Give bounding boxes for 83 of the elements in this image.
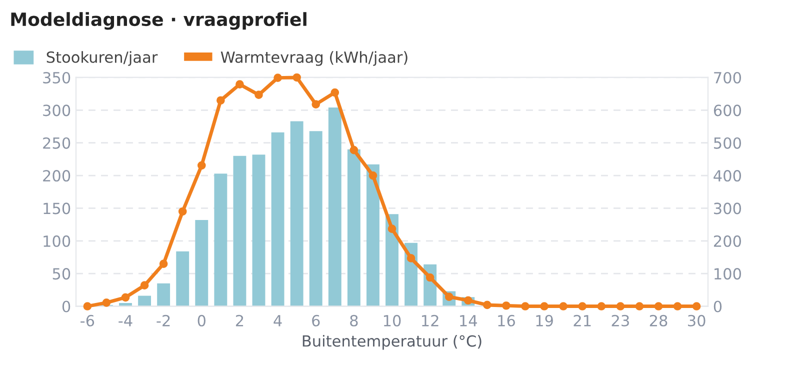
point	[178, 207, 187, 216]
bar	[366, 164, 380, 306]
y-tick-label: 50	[52, 268, 70, 280]
bar	[328, 108, 342, 306]
x-tick-label: 16	[498, 314, 515, 326]
y-tick-label: 200	[43, 170, 70, 182]
y-tick-label: 150	[44, 202, 70, 214]
y-tick-label: 100	[44, 235, 70, 247]
point	[330, 88, 340, 97]
point	[559, 302, 568, 310]
point	[312, 100, 320, 108]
point	[121, 293, 130, 302]
x-tick-label: 19	[536, 314, 553, 326]
point	[388, 224, 396, 233]
y2-tick-label: 300	[714, 202, 742, 214]
point	[654, 302, 663, 310]
y2-tick-label: 600	[714, 104, 742, 116]
x-tick-label: 8	[350, 314, 358, 326]
y-tick-label: 350	[43, 72, 70, 84]
point	[197, 161, 206, 170]
y2-tick-label: 400	[714, 170, 742, 182]
y-tick-label: 300	[43, 104, 70, 116]
y2-tick-label: 500	[714, 137, 742, 149]
point	[216, 96, 225, 105]
bar	[233, 156, 246, 306]
bar	[290, 121, 304, 306]
x-tick-label: 28	[650, 314, 668, 326]
bar	[252, 154, 266, 306]
chart-title: Modeldiagnose · vraagprofiel	[11, 12, 306, 30]
bar	[309, 131, 322, 306]
point	[540, 302, 548, 310]
point	[483, 300, 492, 310]
point	[616, 302, 625, 310]
point	[597, 302, 606, 310]
x-tick-label: 0	[198, 314, 206, 326]
bar	[176, 251, 190, 306]
x-tick-label: -2	[156, 314, 170, 326]
x-tick-label: 10	[384, 314, 401, 326]
x-tick-label: 6	[312, 314, 320, 326]
x-tick-label: 2	[236, 314, 244, 326]
point	[292, 73, 301, 82]
point	[159, 260, 168, 268]
point	[578, 302, 587, 310]
point	[236, 80, 244, 89]
point	[692, 302, 701, 310]
point	[102, 298, 111, 307]
point	[635, 302, 644, 310]
point	[254, 90, 263, 99]
x-tick-label: 14	[460, 315, 478, 326]
y2-tick-label: 100	[714, 268, 742, 280]
x-tick-label: 4	[274, 315, 282, 326]
x-tick-label: 23	[612, 314, 629, 326]
bar	[214, 174, 228, 306]
x-tick-label: 12	[422, 314, 438, 326]
bar	[157, 283, 170, 306]
x-tick-label: 30	[688, 314, 706, 326]
legend-label: Warmtevraag (kWh/jaar)	[220, 51, 408, 66]
point	[83, 302, 92, 310]
point	[406, 254, 416, 262]
bar	[195, 220, 208, 306]
x-axis-title: Buitentemperatuur (°C)	[302, 334, 482, 350]
point	[521, 302, 530, 310]
bar	[386, 214, 398, 306]
point	[274, 74, 282, 82]
x-tick-label: -4	[118, 315, 132, 326]
y2-tick-label: 200	[714, 235, 742, 247]
point	[350, 146, 358, 154]
point	[426, 273, 434, 282]
point	[368, 171, 378, 180]
point	[673, 302, 682, 310]
legend-label: Stookuren/jaar	[46, 51, 158, 66]
bar	[347, 149, 360, 306]
x-tick-label: 21	[574, 314, 591, 326]
y-tick-label: 250	[43, 137, 70, 149]
point	[140, 281, 149, 290]
bar	[138, 296, 151, 306]
y-tick-label: 0	[62, 300, 70, 312]
point	[464, 296, 472, 305]
y2-tick-label: 0	[714, 300, 722, 312]
point	[502, 301, 510, 310]
y2-tick-label: 700	[714, 72, 742, 84]
x-tick-label: -6	[80, 314, 94, 326]
bar	[271, 132, 284, 306]
